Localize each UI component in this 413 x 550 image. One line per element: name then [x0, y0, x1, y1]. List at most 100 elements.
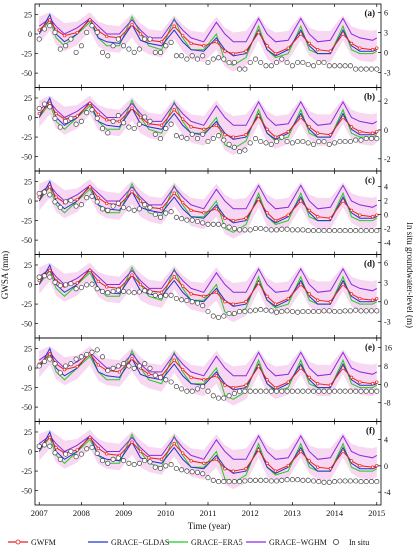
in-situ-point	[226, 141, 232, 147]
in-situ-point	[247, 227, 253, 233]
gwfm-point	[202, 378, 206, 382]
in-situ-point	[189, 469, 195, 475]
in-situ-point	[358, 228, 364, 234]
in-situ-point	[173, 53, 179, 59]
in-situ-point	[237, 66, 243, 72]
in-situ-point	[295, 309, 301, 315]
in-situ-point	[300, 388, 306, 394]
in-situ-point	[73, 203, 79, 209]
in-situ-point	[215, 221, 222, 227]
gwfm-point	[370, 465, 375, 469]
in-situ-point	[326, 141, 332, 147]
gwfm-point	[358, 46, 362, 50]
in-situ-point	[147, 36, 153, 42]
gwfm-point	[181, 200, 185, 205]
in-situ-point	[105, 53, 111, 59]
in-situ-point	[168, 379, 174, 385]
in-situ-point	[157, 136, 164, 142]
in-situ-point	[52, 279, 58, 285]
in-situ-point	[231, 310, 237, 317]
in-situ-point	[200, 131, 206, 137]
in-situ-point	[221, 137, 227, 143]
in-situ-point	[316, 388, 322, 394]
legend-item: GRACE−GLDAS	[88, 538, 169, 547]
in-situ-point	[252, 136, 259, 142]
left-tick-label: -25	[21, 300, 32, 309]
in-situ-point	[252, 307, 259, 313]
in-situ-point	[237, 149, 243, 155]
in-situ-point	[347, 138, 353, 145]
in-situ-point	[300, 227, 306, 233]
gwfm-point	[273, 135, 278, 139]
gwfm-point	[189, 208, 193, 213]
in-situ-point	[358, 388, 364, 394]
in-situ-point	[194, 300, 201, 306]
in-situ-point	[237, 388, 243, 394]
in-situ-point	[179, 134, 185, 140]
in-situ-point	[36, 274, 42, 280]
in-situ-point	[363, 479, 369, 485]
in-situ-point	[310, 388, 317, 394]
gwfm-point	[172, 191, 176, 195]
in-situ-point	[353, 478, 359, 484]
in-situ-point	[342, 63, 348, 69]
gwfm-point	[138, 32, 143, 36]
gwfm-point	[202, 211, 206, 215]
in-situ-point	[57, 370, 63, 376]
in-situ-point	[242, 227, 248, 233]
in-situ-point	[310, 308, 317, 315]
in-situ-point	[268, 308, 274, 314]
gwfm-point	[214, 207, 219, 211]
series-wghm-line	[38, 434, 378, 460]
in-situ-point	[168, 209, 174, 215]
in-situ-point	[258, 388, 264, 394]
in-situ-point	[326, 388, 332, 394]
in-situ-point	[36, 190, 42, 197]
panel-label: (c)	[365, 175, 375, 185]
gwfm-point	[349, 208, 354, 213]
in-situ-point	[342, 138, 348, 145]
in-situ-point	[41, 442, 48, 448]
gwfm-point	[231, 469, 235, 473]
gwfm-point	[62, 367, 67, 372]
gwfm-point	[96, 279, 100, 284]
in-situ-point	[189, 217, 195, 223]
in-situ-point	[321, 228, 327, 234]
in-situ-point	[295, 477, 301, 483]
panel-e: 25 0 -25 -50 16 8 0 -8 (e)	[21, 337, 392, 422]
left-tick-label: 25	[24, 344, 32, 353]
left-tick-label: -25	[21, 217, 32, 226]
legend-label: GRACE−WGHM	[269, 538, 327, 547]
in-situ-point	[279, 226, 285, 232]
in-situ-point	[310, 63, 317, 69]
in-situ-point	[78, 43, 84, 49]
in-situ-point	[316, 59, 322, 66]
in-situ-point	[184, 56, 190, 62]
in-situ-point	[368, 228, 375, 234]
x-tick-label: 2009	[115, 508, 132, 518]
in-situ-point	[247, 59, 253, 66]
in-situ-point	[68, 36, 74, 42]
in-situ-point	[63, 282, 69, 288]
in-situ-point	[99, 206, 106, 212]
gwfm-point	[189, 125, 193, 129]
gwfm-point	[341, 366, 345, 370]
in-situ-point	[247, 477, 253, 483]
in-situ-point	[157, 374, 164, 381]
gwfm-point	[88, 18, 92, 22]
gwfm-point	[147, 456, 151, 460]
gwfm-point	[96, 363, 100, 367]
gwfm-point	[328, 300, 333, 304]
in-situ-point	[94, 347, 100, 353]
gwfm-point	[299, 366, 303, 370]
x-axis-label: Time (year)	[188, 521, 230, 531]
gwfm-point	[223, 216, 227, 220]
in-situ-point	[142, 36, 148, 42]
in-situ-point	[363, 136, 369, 142]
right-tick-label: 3	[384, 28, 388, 37]
in-situ-point	[226, 59, 232, 66]
in-situ-point	[73, 49, 79, 55]
gwfm-point	[358, 129, 362, 134]
in-situ-point	[163, 210, 169, 216]
in-situ-point	[142, 114, 148, 120]
